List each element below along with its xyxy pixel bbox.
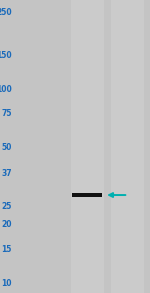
Text: 150: 150 bbox=[0, 51, 12, 59]
Text: 15: 15 bbox=[2, 245, 12, 254]
Text: 250: 250 bbox=[0, 8, 12, 16]
Text: 10: 10 bbox=[2, 279, 12, 288]
Text: 50: 50 bbox=[2, 143, 12, 152]
Text: 37: 37 bbox=[1, 168, 12, 178]
Bar bbox=[72, 193, 102, 197]
Text: 100: 100 bbox=[0, 85, 12, 94]
Bar bbox=[111, 0, 144, 293]
Text: 20: 20 bbox=[2, 220, 12, 229]
Text: 25: 25 bbox=[2, 202, 12, 211]
Bar bbox=[70, 0, 104, 293]
Text: 75: 75 bbox=[2, 109, 12, 118]
